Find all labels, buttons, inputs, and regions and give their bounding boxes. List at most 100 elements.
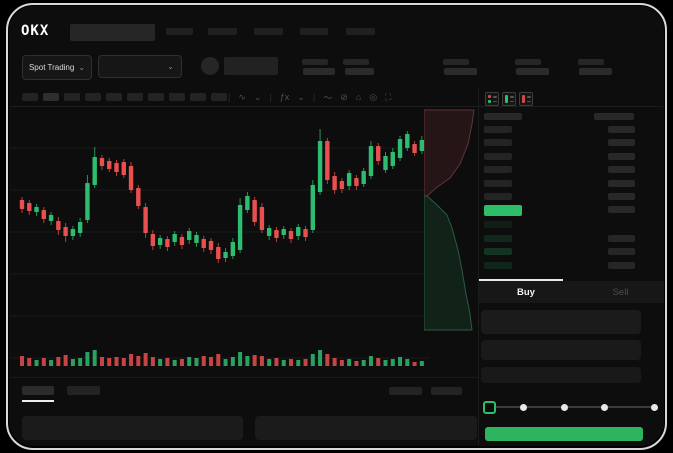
slider-dot[interactable] [601, 404, 608, 411]
order-book-right-skeleton [608, 139, 635, 147]
candle [237, 198, 243, 253]
order-book-right-skeleton [608, 206, 635, 214]
buy-submit-button[interactable] [485, 427, 643, 441]
candle [157, 235, 163, 249]
volume-bar [129, 354, 134, 366]
slider-dot[interactable] [520, 404, 527, 411]
volume-bar [252, 355, 257, 366]
order-book-right-skeleton [608, 179, 635, 187]
chevron-down-icon: ⌄ [167, 61, 174, 71]
candle [303, 226, 308, 241]
volume-bar [209, 357, 214, 366]
timeframe-skeleton[interactable] [106, 93, 122, 101]
volume-bar [354, 361, 359, 366]
timeframe-skeleton[interactable] [43, 93, 59, 101]
order-book-both-icon[interactable] [485, 92, 499, 106]
candle [274, 227, 279, 242]
bid-row-skeleton [484, 261, 512, 269]
candle [136, 185, 141, 209]
market-type-selector[interactable]: Spot Trading ⌄ [22, 55, 92, 80]
settings-icon[interactable]: ◎ [369, 91, 378, 102]
nav-item-skeleton[interactable] [166, 28, 193, 35]
candle [63, 223, 68, 242]
stat-skeleton [343, 59, 369, 65]
candlestick-chart[interactable] [10, 108, 430, 370]
price-input-skeleton[interactable] [481, 310, 641, 334]
volume-bar [143, 353, 148, 366]
order-book-sell-icon[interactable] [519, 92, 533, 106]
amount-slider-handle[interactable] [483, 401, 496, 414]
chevron-down-icon[interactable]: ⌄ [253, 91, 262, 102]
bottom-action-skeleton[interactable] [389, 387, 422, 395]
fullscreen-icon[interactable]: ⛶ [385, 91, 392, 102]
candle [85, 175, 90, 223]
candle [208, 238, 214, 254]
bottom-action-skeleton[interactable] [431, 387, 462, 395]
volume-bar [158, 359, 163, 366]
nav-item-skeleton[interactable] [208, 28, 237, 35]
timeframe-skeleton[interactable] [211, 93, 227, 101]
candle [230, 238, 236, 259]
volume-bar [49, 360, 54, 366]
volume-bar [368, 356, 373, 366]
volume-bar [165, 358, 170, 366]
pair-select-dropdown[interactable]: ⌄ [98, 55, 182, 78]
depth-area [424, 109, 475, 197]
volume-bar [318, 350, 323, 366]
total-input-skeleton[interactable] [481, 367, 641, 383]
timeframe-skeleton[interactable] [64, 93, 80, 101]
bottom-tab-skeleton[interactable] [67, 386, 100, 395]
candle [187, 228, 192, 244]
timeframe-skeleton[interactable] [85, 93, 101, 101]
pair-name-skeleton [224, 57, 278, 75]
candle [296, 224, 301, 240]
volume-bar [179, 359, 184, 366]
timeframe-skeleton[interactable] [22, 93, 38, 101]
candle [346, 170, 352, 190]
slider-dot[interactable] [651, 404, 658, 411]
indicators-icon[interactable]: ƒx [279, 92, 290, 102]
volume-bar [390, 359, 395, 366]
order-book-buy-icon[interactable] [502, 92, 516, 106]
candle [266, 225, 272, 240]
volume-bar [281, 360, 286, 366]
timeframe-skeleton[interactable] [127, 93, 143, 101]
stat-skeleton [302, 59, 328, 65]
tab-sell[interactable]: Sell [612, 286, 629, 298]
volume-bar [303, 359, 308, 366]
search-bar-skeleton[interactable] [70, 24, 155, 41]
nav-item-skeleton[interactable] [300, 28, 328, 35]
snapshot-icon[interactable]: ⌂ [355, 92, 362, 102]
bottom-tab-skeleton[interactable] [22, 386, 54, 395]
candle [325, 138, 330, 184]
market-type-label: Spot Trading [28, 63, 75, 72]
amount-input-skeleton[interactable] [481, 340, 641, 360]
volume-bar [288, 359, 293, 366]
candle [92, 147, 97, 188]
orders-panel-skeleton [22, 416, 243, 440]
candle [310, 180, 315, 233]
slider-dot[interactable] [561, 404, 568, 411]
timeframe-skeleton[interactable] [169, 93, 185, 101]
divider: | [312, 92, 316, 102]
nav-item-skeleton[interactable] [346, 28, 375, 35]
amount-slider-track[interactable] [490, 406, 654, 408]
volume-bar [27, 358, 32, 366]
candle-style-icon[interactable]: ∿ [238, 91, 246, 102]
stat-skeleton [443, 59, 469, 65]
volume-bar [99, 357, 104, 366]
divider [478, 88, 479, 445]
nav-item-skeleton[interactable] [254, 28, 283, 35]
line-tool-icon[interactable]: 〜 [323, 92, 333, 103]
active-tab-indicator [479, 279, 563, 281]
stat-skeleton [579, 68, 612, 75]
timeframe-skeleton[interactable] [190, 93, 206, 101]
draw-tool-icon[interactable]: ⊘ [340, 91, 348, 102]
volume-bar [310, 354, 315, 366]
chevron-down-icon[interactable]: ⌄ [297, 91, 305, 102]
candle [48, 212, 54, 225]
timeframe-skeleton[interactable] [148, 93, 164, 101]
tab-buy[interactable]: Buy [517, 286, 535, 298]
divider [10, 377, 478, 378]
last-price-badge[interactable] [484, 205, 522, 216]
